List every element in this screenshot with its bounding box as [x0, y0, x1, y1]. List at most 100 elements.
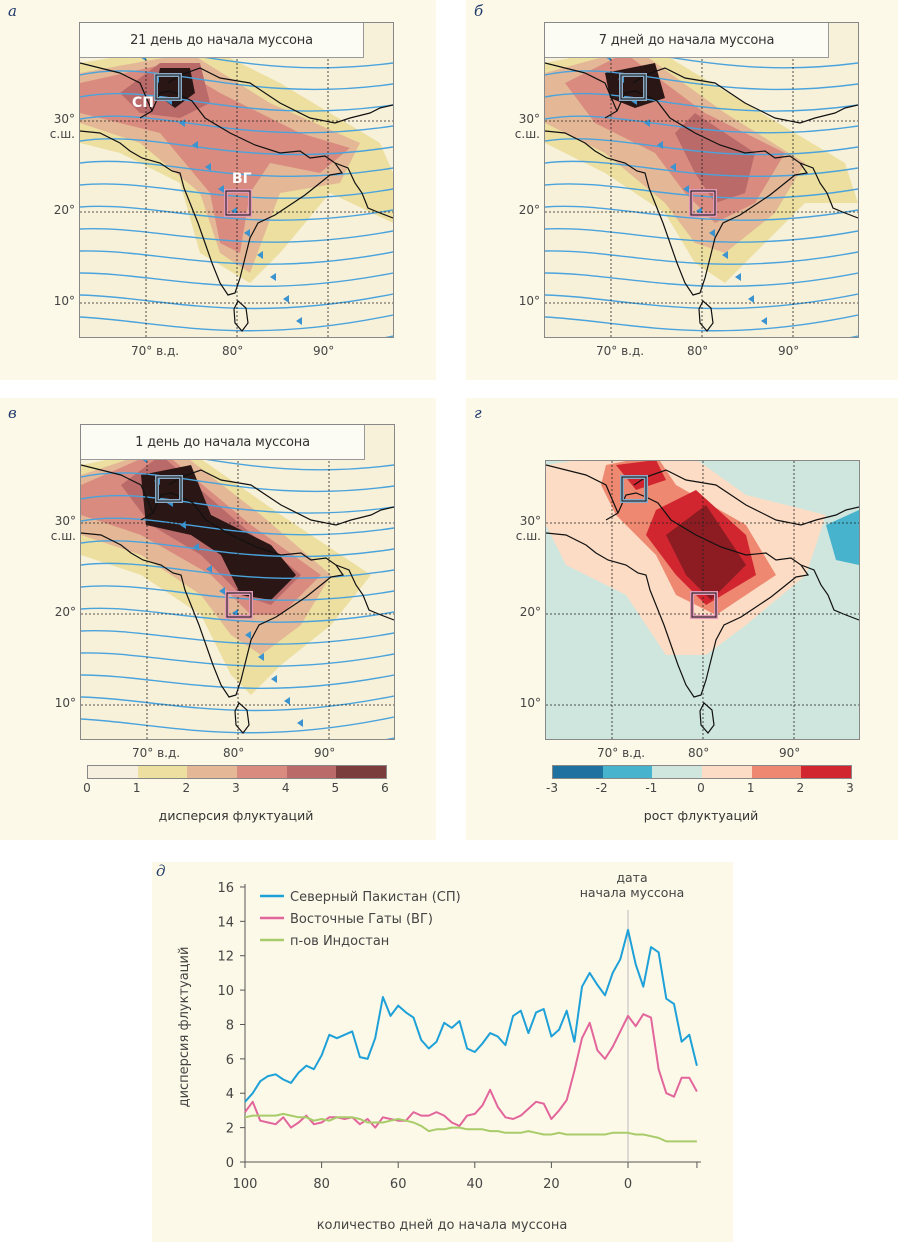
series-line-2: [244, 1112, 697, 1143]
region-box-outline: [621, 476, 647, 502]
streamline-arrow-icon: [283, 295, 289, 303]
streamline: [80, 160, 393, 178]
legend-label: Северный Пакистан (СП): [290, 890, 461, 905]
streamline: [545, 92, 858, 112]
lon-tick-label: 90°: [778, 344, 800, 358]
colorbar-tick-label: 1: [746, 781, 755, 795]
colorbar-tick-label: 2: [182, 781, 191, 795]
lon-tick-label: 90°: [314, 746, 336, 760]
streamline: [80, 227, 393, 243]
colorbar-segment: [751, 766, 802, 778]
coastline-sri-lanka: [233, 300, 249, 332]
colorbar-growth-title: рост флуктуаций: [643, 808, 759, 823]
panel-label-a: а: [8, 2, 17, 20]
streamline-arrow-icon: [180, 521, 186, 529]
panel-a: а СП ВГ 21 день до начала муссона: [0, 0, 436, 380]
colorbar-segment: [702, 766, 752, 778]
colorbar-segment: [88, 766, 138, 778]
streamline-arrow-icon: [244, 229, 250, 237]
coastline-sri-lanka: [234, 702, 250, 734]
streamline: [545, 160, 858, 178]
streamline: [80, 272, 393, 288]
streamline-arrow-icon: [670, 163, 676, 171]
streamline: [80, 115, 393, 134]
colorbar-segment: [602, 766, 653, 778]
y-tick-label: 0: [226, 1156, 234, 1171]
lat-tick-label: 30°: [518, 112, 540, 126]
region-box-outline: [691, 592, 717, 618]
colorbar-tick-label: -1: [645, 781, 658, 795]
legend-label: Восточные Гаты (ВГ): [290, 912, 433, 927]
country-border: [799, 162, 858, 219]
streamline-arrow-icon: [709, 229, 715, 237]
lon-tick-label: 80°: [688, 746, 710, 760]
streamline: [545, 314, 858, 332]
streamline-arrow-icon: [192, 141, 198, 149]
x-tick-label: 60: [390, 1177, 407, 1192]
colorbar-segment: [336, 766, 387, 778]
map-b: 7 дней до начала муссона: [544, 22, 859, 338]
y-tick-label: 16: [217, 881, 234, 896]
panel-label-b: б: [474, 2, 484, 20]
country-border: [81, 492, 345, 698]
panel-label-c: в: [8, 404, 17, 422]
contour-region: [675, 113, 755, 203]
streamline-arrow-icon: [722, 251, 728, 259]
colorbar-tick-label: -3: [546, 781, 558, 795]
streamline: [81, 629, 394, 645]
lon-tick-label: 70° в.д.: [132, 746, 181, 760]
streamline-arrow-icon: [270, 273, 276, 281]
y-tick-label: 14: [217, 915, 234, 930]
lat-tick-label: 10°: [53, 294, 75, 308]
country-border: [334, 162, 393, 219]
lat-tick-label: 10°: [519, 696, 541, 710]
streamline-arrow-icon: [657, 141, 663, 149]
panel-label-e: д: [156, 862, 166, 880]
streamline-arrow-icon: [644, 119, 650, 127]
series-line-0: [244, 928, 698, 1103]
colorbar-variance: [87, 765, 387, 779]
region-box-outline: [620, 74, 646, 100]
streamline-arrow-icon: [218, 185, 224, 193]
streamline-arrow-icon: [179, 119, 185, 127]
streamline: [545, 227, 858, 243]
streamline: [545, 115, 858, 134]
x-tick-label: 40: [467, 1177, 484, 1192]
lon-tick-label: 70° в.д.: [596, 344, 645, 358]
legend-label: п-ов Индостан: [290, 934, 389, 949]
streamline-arrow-icon: [761, 317, 767, 325]
colorbar-tick-label: 6: [381, 781, 389, 795]
lat-tick-label: 20°: [53, 203, 75, 217]
y-tick-label: 2: [226, 1122, 234, 1137]
streamline: [80, 205, 393, 221]
streamline: [80, 250, 393, 265]
lat-tick-label: 20°: [54, 605, 76, 619]
lat-tick-label: с.ш.: [50, 529, 76, 543]
colorbar-tick-label: 0: [83, 781, 91, 795]
x-tick-label: 0: [624, 1177, 632, 1192]
streamline: [81, 674, 394, 690]
country-border: [546, 464, 619, 514]
country-border: [335, 564, 394, 621]
colorbar-segment: [801, 766, 852, 778]
colorbar-segment: [652, 766, 703, 778]
colorbar-growth: [552, 765, 852, 779]
x-tick-label: 100: [233, 1177, 258, 1192]
map-title-box: 1 день до начала муссона: [81, 425, 365, 460]
streamline-arrow-icon: [205, 163, 211, 171]
colorbar-segment: [137, 766, 188, 778]
y-axis-label: дисперсия флуктуаций: [177, 947, 192, 1108]
streamline-arrow-icon: [257, 251, 263, 259]
lat-tick-label: с.ш.: [49, 127, 75, 141]
series-line-1: [244, 1013, 698, 1129]
streamline-arrow-icon: [297, 719, 303, 727]
country-border: [545, 90, 809, 296]
streamline: [81, 494, 394, 514]
panel-b: б 7 дней до начала муссона: [466, 0, 898, 380]
onset-annotation: начала муссона: [580, 885, 685, 900]
streamline: [80, 183, 393, 199]
country-border: [800, 564, 859, 621]
streamline-arrow-icon: [245, 631, 251, 639]
streamline: [81, 716, 394, 734]
